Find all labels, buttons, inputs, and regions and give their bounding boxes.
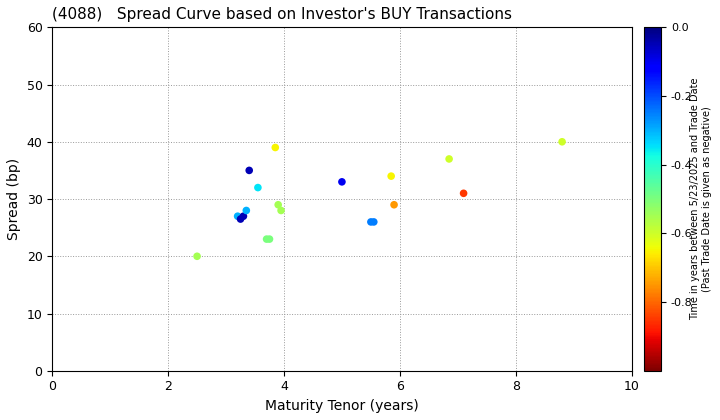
Y-axis label: Time in years between 5/23/2025 and Trade Date
(Past Trade Date is given as nega: Time in years between 5/23/2025 and Trad…: [690, 78, 712, 320]
Point: [235, 216, 246, 223]
Point: [557, 139, 568, 145]
Point: [336, 178, 348, 185]
Point: [368, 218, 379, 225]
Point: [192, 253, 203, 260]
Point: [243, 167, 255, 174]
Point: [458, 190, 469, 197]
Point: [272, 202, 284, 208]
X-axis label: Maturity Tenor (years): Maturity Tenor (years): [265, 399, 419, 413]
Point: [264, 236, 275, 242]
Point: [365, 218, 377, 225]
Text: (4088)   Spread Curve based on Investor's BUY Transactions: (4088) Spread Curve based on Investor's …: [53, 7, 512, 22]
Point: [252, 184, 264, 191]
Point: [261, 236, 272, 242]
Point: [388, 202, 400, 208]
Point: [269, 144, 281, 151]
Point: [444, 155, 455, 162]
Point: [275, 207, 287, 214]
Point: [385, 173, 397, 179]
Point: [240, 207, 252, 214]
Point: [238, 213, 249, 220]
Point: [232, 213, 243, 220]
Y-axis label: Spread (bp): Spread (bp): [7, 158, 21, 240]
